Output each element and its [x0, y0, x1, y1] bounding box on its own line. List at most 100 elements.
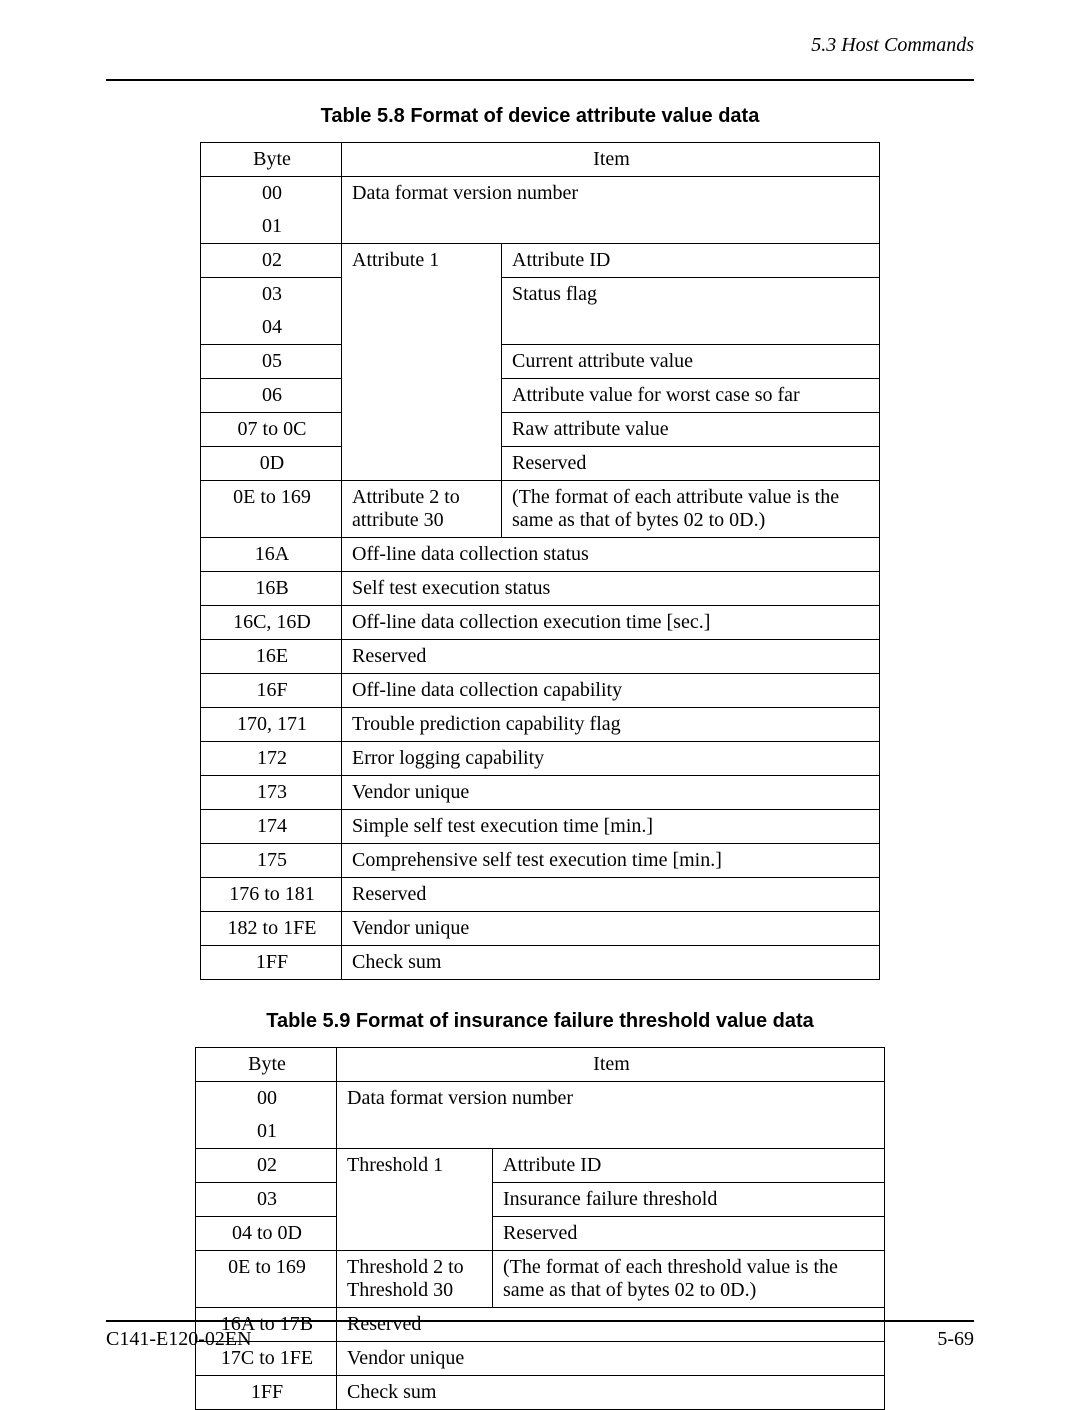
table-row: 1FF Check sum — [196, 1376, 885, 1410]
table-5-8: Byte Item 00 Data format version number … — [200, 142, 880, 980]
cell-byte: 1FF — [201, 946, 342, 980]
cell-byte: 16A — [201, 538, 342, 572]
table-row: 06 Attribute value for worst case so far — [201, 379, 880, 413]
table-row: 07 to 0C Raw attribute value — [201, 413, 880, 447]
cell-item: Raw attribute value — [502, 413, 880, 447]
table-row: Byte Item — [196, 1048, 885, 1082]
cell-byte: 1FF — [196, 1376, 337, 1410]
table-row: 0E to 169 Threshold 2 to Threshold 30 (T… — [196, 1251, 885, 1308]
cell-byte: 02 — [201, 244, 342, 278]
document-page: 5.3 Host Commands Table 5.8 Format of de… — [0, 0, 1080, 1397]
cell-byte: 01 — [201, 210, 342, 244]
table-row: 16C, 16D Off-line data collection execut… — [201, 606, 880, 640]
col-header-byte: Byte — [201, 143, 342, 177]
table-row: 172 Error logging capability — [201, 742, 880, 776]
cell-byte: 182 to 1FE — [201, 912, 342, 946]
cell-item: (The format of each threshold value is t… — [493, 1251, 885, 1308]
table-row: 182 to 1FE Vendor unique — [201, 912, 880, 946]
cell-item: Status flag — [502, 278, 880, 345]
cell-item: Vendor unique — [342, 776, 880, 810]
cell-item: Vendor unique — [342, 912, 880, 946]
cell-item: Attribute ID — [502, 244, 880, 278]
table-row: 00 Data format version number — [201, 177, 880, 211]
cell-item: (The format of each attribute value is t… — [502, 481, 880, 538]
cell-item: Current attribute value — [502, 345, 880, 379]
cell-byte: 01 — [196, 1115, 337, 1149]
table-row: 175 Comprehensive self test execution ti… — [201, 844, 880, 878]
cell-byte: 05 — [201, 345, 342, 379]
cell-thr1: Threshold 1 — [337, 1149, 493, 1251]
cell-byte: 00 — [196, 1082, 337, 1116]
cell-item: Reserved — [493, 1217, 885, 1251]
cell-item: Off-line data collection status — [342, 538, 880, 572]
table-row: 173 Vendor unique — [201, 776, 880, 810]
cell-byte: 170, 171 — [201, 708, 342, 742]
cell-item: Reserved — [342, 878, 880, 912]
col-header-item: Item — [342, 143, 880, 177]
table-row: 03 Status flag — [201, 278, 880, 312]
cell-item: Data format version number — [337, 1082, 885, 1149]
cell-byte: 03 — [196, 1183, 337, 1217]
col-header-item: Item — [337, 1048, 885, 1082]
cell-byte: 06 — [201, 379, 342, 413]
table-row: 02 Threshold 1 Attribute ID — [196, 1149, 885, 1183]
cell-item: Trouble prediction capability flag — [342, 708, 880, 742]
cell-item: Off-line data collection capability — [342, 674, 880, 708]
cell-byte: 00 — [201, 177, 342, 211]
cell-item: Attribute ID — [493, 1149, 885, 1183]
cell-byte: 0E to 169 — [201, 481, 342, 538]
cell-byte: 174 — [201, 810, 342, 844]
cell-item: Simple self test execution time [min.] — [342, 810, 880, 844]
cell-byte: 0D — [201, 447, 342, 481]
table-row: 16E Reserved — [201, 640, 880, 674]
cell-item: Comprehensive self test execution time [… — [342, 844, 880, 878]
table-row: 0D Reserved — [201, 447, 880, 481]
table-row: 05 Current attribute value — [201, 345, 880, 379]
cell-byte: 173 — [201, 776, 342, 810]
table-5-9: Byte Item 00 Data format version number … — [195, 1047, 885, 1410]
cell-thr2-30: Threshold 2 to Threshold 30 — [337, 1251, 493, 1308]
table-5-8-caption: Table 5.8 Format of device attribute val… — [106, 105, 974, 128]
table-row: 170, 171 Trouble prediction capability f… — [201, 708, 880, 742]
cell-item: Data format version number — [342, 177, 880, 244]
cell-byte: 02 — [196, 1149, 337, 1183]
cell-item: Self test execution status — [342, 572, 880, 606]
cell-byte: 16C, 16D — [201, 606, 342, 640]
table-row: 00 Data format version number — [196, 1082, 885, 1116]
footer-rule — [106, 1320, 974, 1322]
table-5-9-caption: Table 5.9 Format of insurance failure th… — [106, 1010, 974, 1033]
cell-item: Insurance failure threshold — [493, 1183, 885, 1217]
cell-item: Off-line data collection execution time … — [342, 606, 880, 640]
col-header-byte: Byte — [196, 1048, 337, 1082]
table-row: Byte Item — [201, 143, 880, 177]
header-rule — [106, 79, 974, 81]
cell-byte: 04 — [201, 311, 342, 345]
cell-byte: 16E — [201, 640, 342, 674]
cell-byte: 16F — [201, 674, 342, 708]
cell-item: Check sum — [337, 1376, 885, 1410]
cell-byte: 03 — [201, 278, 342, 312]
page-footer: C141-E120-02EN 5-69 — [106, 1320, 974, 1351]
table-row: 03 Insurance failure threshold — [196, 1183, 885, 1217]
table-row: 176 to 181 Reserved — [201, 878, 880, 912]
cell-byte: 176 to 181 — [201, 878, 342, 912]
cell-byte: 04 to 0D — [196, 1217, 337, 1251]
section-header: 5.3 Host Commands — [106, 34, 974, 57]
table-row: 04 to 0D Reserved — [196, 1217, 885, 1251]
cell-byte: 172 — [201, 742, 342, 776]
footer-doc-id: C141-E120-02EN — [106, 1328, 252, 1351]
cell-item: Attribute value for worst case so far — [502, 379, 880, 413]
cell-byte: 16B — [201, 572, 342, 606]
table-row: 174 Simple self test execution time [min… — [201, 810, 880, 844]
table-row: 16B Self test execution status — [201, 572, 880, 606]
cell-byte: 07 to 0C — [201, 413, 342, 447]
table-row: 16F Off-line data collection capability — [201, 674, 880, 708]
cell-attr1: Attribute 1 — [342, 244, 502, 481]
cell-attr2-30: Attribute 2 to attribute 30 — [342, 481, 502, 538]
table-row: 1FF Check sum — [201, 946, 880, 980]
cell-item: Reserved — [502, 447, 880, 481]
cell-item: Check sum — [342, 946, 880, 980]
cell-byte: 0E to 169 — [196, 1251, 337, 1308]
cell-byte: 175 — [201, 844, 342, 878]
footer-page-number: 5-69 — [937, 1328, 974, 1351]
